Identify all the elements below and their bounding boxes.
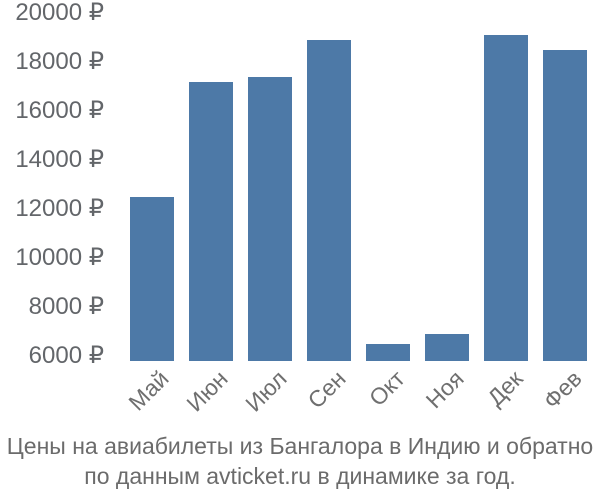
y-tick-label: 14000 ₽ <box>15 146 104 174</box>
y-tick-label: 12000 ₽ <box>15 195 104 223</box>
bar-Июл <box>247 76 292 361</box>
caption-line-2: по данным avticket.ru в динамике за год. <box>84 463 516 489</box>
y-tick-label: 20000 ₽ <box>15 0 104 26</box>
bar-Ноя <box>425 334 470 361</box>
y-tick-label: 6000 ₽ <box>28 342 104 370</box>
y-tick-label: 10000 ₽ <box>15 244 104 272</box>
bar-Окт <box>366 343 411 361</box>
y-tick-label: 16000 ₽ <box>15 97 104 125</box>
bar-Дек <box>484 35 529 361</box>
bar-Май <box>129 196 174 361</box>
bar-Сен <box>306 39 351 361</box>
y-tick-label: 18000 ₽ <box>15 48 104 75</box>
caption-line-1: Цены на авиабилеты из Бангалора в Индию … <box>6 433 594 459</box>
bar-Июн <box>188 81 233 361</box>
bar-Фев <box>543 49 588 361</box>
chart-caption: Цены на авиабилеты из Бангалора в Индию … <box>0 431 600 491</box>
y-tick-label: 8000 ₽ <box>28 293 104 321</box>
